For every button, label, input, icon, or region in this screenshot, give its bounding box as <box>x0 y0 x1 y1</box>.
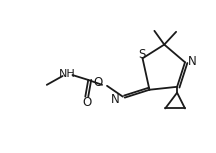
Text: O: O <box>94 76 103 89</box>
Text: S: S <box>138 48 145 61</box>
Text: NH: NH <box>59 69 76 79</box>
Text: N: N <box>111 93 120 106</box>
Text: N: N <box>187 55 196 68</box>
Text: O: O <box>83 96 92 109</box>
